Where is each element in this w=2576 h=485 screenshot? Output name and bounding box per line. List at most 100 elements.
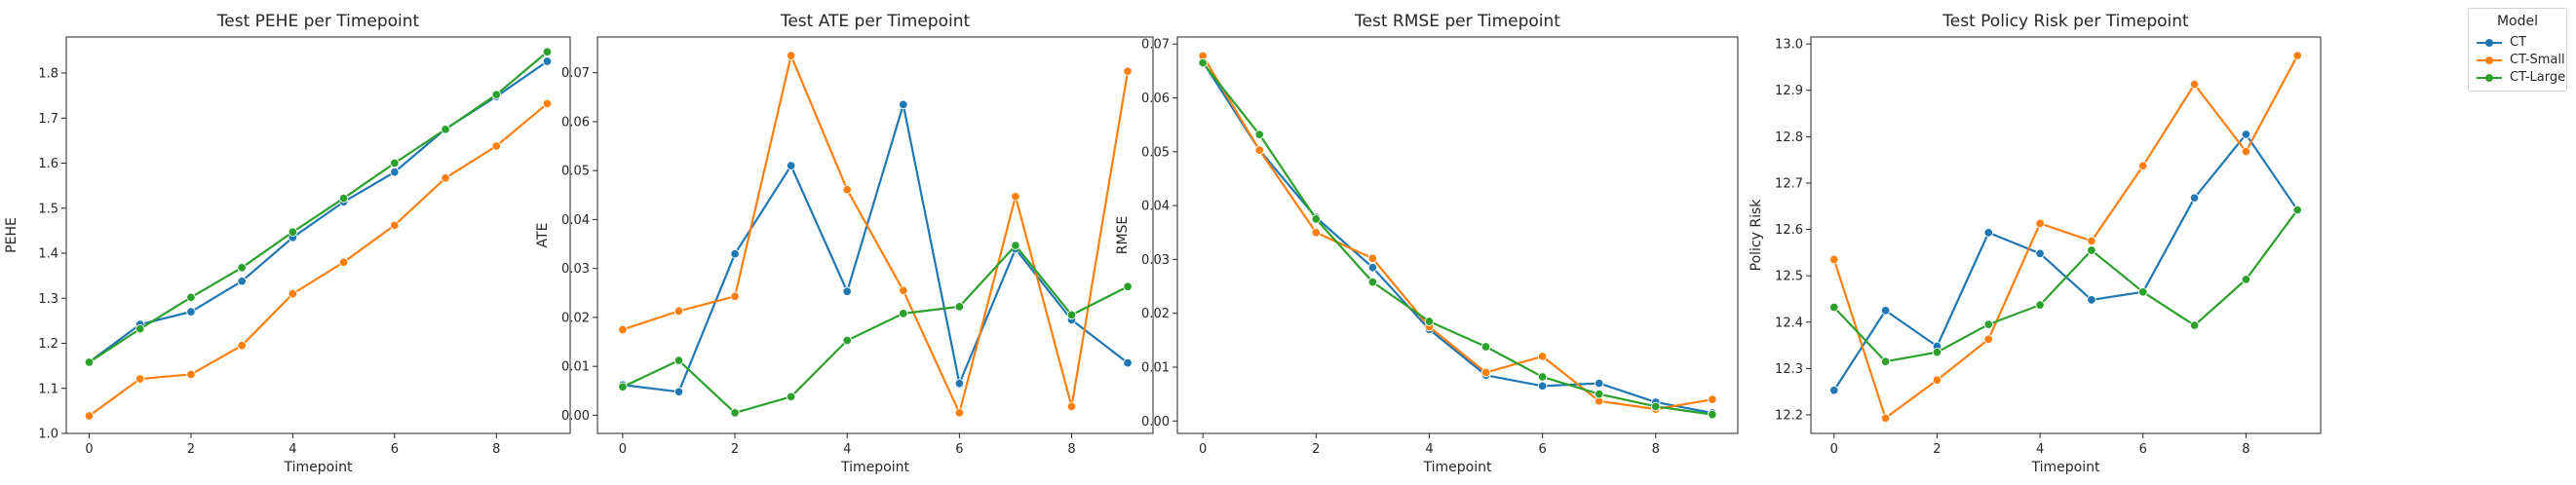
- y-tick-label: 12.5: [1775, 270, 1803, 284]
- x-axis-label: Timepoint: [284, 460, 353, 475]
- y-tick-label: 12.9: [1775, 84, 1803, 98]
- data-point-ct: [2189, 193, 2200, 203]
- data-point-ct-large: [1829, 302, 1839, 313]
- series-line-ct: [622, 103, 1129, 393]
- data-point-ct-small: [673, 306, 684, 317]
- y-tick-label: 1.0: [38, 428, 58, 442]
- data-point-ct-large: [1651, 401, 1661, 412]
- data-point-ct-small: [1880, 413, 1891, 424]
- x-tick-label: 8: [1652, 442, 1660, 457]
- data-point-ct-large: [135, 323, 145, 334]
- data-point-ct-large: [1011, 241, 1020, 250]
- data-point-ct-large: [1594, 389, 1604, 399]
- data-point-ct: [2241, 130, 2251, 139]
- x-tick-label: 4: [843, 442, 851, 457]
- data-point-ct-large: [842, 335, 852, 346]
- data-point-ct-large: [1983, 319, 1994, 329]
- data-point-ct-small: [1367, 253, 1378, 264]
- x-tick-label: 6: [1538, 442, 1546, 457]
- data-point-ct-small: [237, 341, 247, 351]
- data-point-ct-small: [1011, 192, 1020, 202]
- y-tick-label: 1.7: [38, 112, 58, 127]
- y-tick-label: 0.01: [1141, 360, 1170, 375]
- data-point-ct-large: [1123, 281, 1133, 292]
- series-line-ct-large: [1832, 208, 2299, 363]
- data-point-ct-small: [338, 257, 349, 268]
- data-point-ct-large: [1198, 57, 1208, 68]
- data-point-ct-large: [2035, 300, 2045, 310]
- y-tick-label: 1.8: [38, 67, 58, 82]
- data-point-ct-large: [673, 355, 684, 365]
- data-point-ct: [390, 167, 400, 177]
- data-point-ct-small: [186, 369, 196, 380]
- legend-label-ct-large: CT-Large: [2510, 70, 2566, 85]
- y-tick-label: 1.5: [38, 202, 58, 216]
- y-tick-label: 0.06: [561, 115, 590, 130]
- x-tick-label: 0: [1830, 442, 1838, 457]
- series-line-ct-large: [622, 243, 1129, 414]
- data-point-ct-large: [2137, 287, 2148, 297]
- y-tick-label: 0.01: [561, 360, 590, 375]
- data-point-ct-large: [1880, 356, 1891, 366]
- data-point-ct-large: [390, 158, 400, 168]
- data-point-ct: [786, 161, 796, 170]
- data-point-ct: [2087, 295, 2096, 305]
- y-tick-label: 1.3: [38, 292, 58, 307]
- legend-title: Model: [2496, 14, 2539, 29]
- data-point-ct-small: [2087, 236, 2096, 246]
- y-tick-label: 0.04: [561, 213, 590, 228]
- data-point-ct-large: [1066, 310, 1077, 320]
- data-point-ct-large: [954, 302, 965, 312]
- y-tick-label: 0.03: [1141, 253, 1170, 268]
- data-point-ct-small: [786, 51, 796, 60]
- data-point-ct-small: [542, 98, 553, 109]
- y-tick-label: 0.04: [1141, 200, 1170, 214]
- data-point-ct-small: [491, 141, 502, 151]
- data-point-ct-small: [84, 411, 95, 421]
- series-line-ct-small: [88, 102, 549, 417]
- series-line-ct-small: [622, 54, 1130, 414]
- y-tick-label: 12.4: [1775, 316, 1803, 330]
- series-line-ct: [1832, 132, 2299, 392]
- x-tick-label: 6: [2139, 442, 2147, 457]
- y-tick-label: 1.2: [38, 337, 58, 352]
- chart-title-1: Test PEHE per Timepoint: [216, 12, 420, 31]
- chart-panel-4: Test Policy Risk per Timepoint 12.2 12.3 12…: [1749, 12, 2322, 475]
- data-point-ct-small: [2241, 146, 2251, 157]
- data-point-ct-small: [954, 408, 965, 418]
- legend-label-ct: CT: [2510, 35, 2527, 50]
- x-tick-label: 4: [2036, 442, 2044, 457]
- chart-panel-1: Test PEHE per Timepoint 1.0 1.1 1.2 1.3 1.4 1.…: [4, 12, 571, 475]
- x-tick-label: 6: [955, 442, 963, 457]
- data-point-ct-small: [1480, 367, 1491, 378]
- data-point-ct-large: [1367, 277, 1378, 287]
- y-tick-label: 0.00: [1141, 415, 1170, 429]
- data-point-ct: [1983, 228, 1994, 238]
- y-axis-label: RMSE: [1115, 216, 1131, 255]
- x-tick-label: 0: [1199, 442, 1207, 457]
- data-point-ct: [1537, 381, 1548, 392]
- legend-item-ct-small: CT-Small: [2477, 52, 2566, 69]
- data-point-ct-large: [2241, 275, 2251, 284]
- y-axis-label: ATE: [535, 223, 551, 248]
- data-point-ct-large: [2087, 245, 2096, 255]
- data-point-ct: [186, 307, 196, 317]
- chart-title-3: Test RMSE per Timepoint: [1354, 12, 1560, 31]
- data-point-ct-large: [441, 125, 450, 134]
- plot-frame: [1176, 36, 1739, 434]
- data-point-ct: [2035, 248, 2045, 259]
- x-axis-label: Timepoint: [1423, 460, 1492, 475]
- x-tick-label: 4: [288, 442, 296, 457]
- data-point-ct: [673, 387, 684, 397]
- data-point-ct: [899, 99, 908, 110]
- data-point-ct-large: [618, 382, 628, 392]
- x-tick-label: 2: [1312, 442, 1320, 457]
- y-tick-label: 0.02: [561, 311, 590, 325]
- data-point-ct-large: [2189, 320, 2200, 330]
- data-point-ct-large: [186, 292, 196, 303]
- x-tick-label: 0: [619, 442, 627, 457]
- data-point-ct-small: [2189, 79, 2200, 90]
- y-tick-label: 13.0: [1775, 38, 1803, 53]
- data-point-ct-small: [1066, 401, 1077, 412]
